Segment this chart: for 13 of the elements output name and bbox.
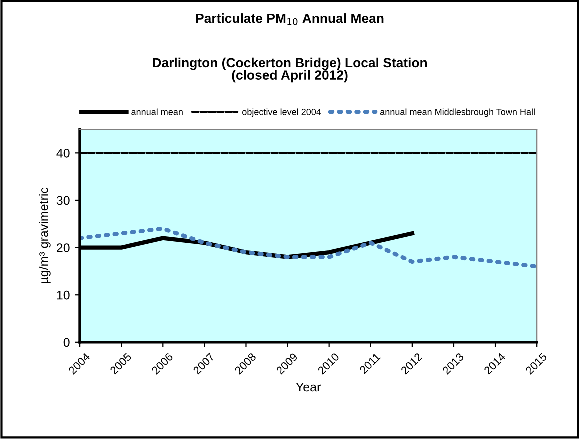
x-axis-title: Year — [296, 382, 321, 392]
y-tick-label: 20 — [57, 244, 70, 252]
legend-label: annual mean — [132, 108, 183, 116]
y-tick-label: 0 — [64, 338, 70, 348]
chart-subtitle: Darlington (Cockerton Bridge) Local Station (closed April 2012) — [153, 58, 428, 83]
line-series — [80, 226, 538, 269]
legend-label: objective level 2004 — [242, 108, 322, 118]
y-tick-label: 10 — [57, 290, 70, 300]
legend-label: annual mean Middlesbrough Town Hall — [380, 108, 535, 118]
y-tick-label: 30 — [56, 196, 70, 206]
y-tick-label: 40 — [56, 148, 70, 158]
y-axis-title: µg/m³ gravimetric — [39, 188, 51, 284]
chart-title: Particulate PM$_{10}$ Annual Mean — [196, 14, 384, 26]
